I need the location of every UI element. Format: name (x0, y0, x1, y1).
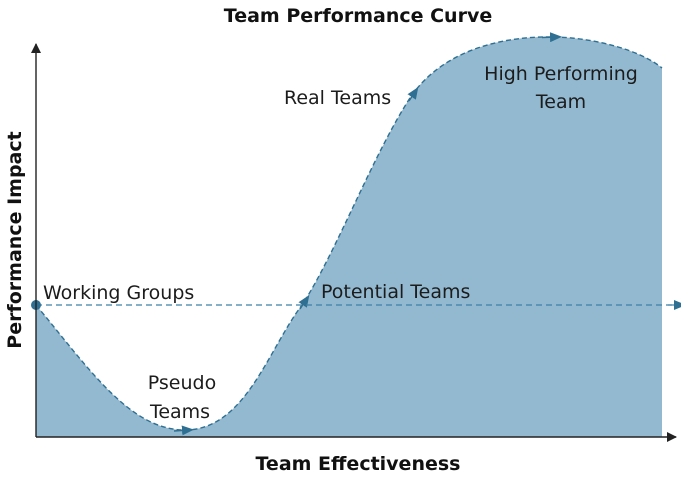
diagram-title: Team Performance Curve (224, 5, 492, 27)
stage-label-real-teams: Real Teams (284, 87, 391, 109)
stage-label-potential-teams: Potential Teams (321, 281, 470, 303)
curve-arrow-real (407, 87, 419, 102)
x-axis-label: Team Effectiveness (256, 453, 461, 475)
curve-arrow-pseudo (173, 425, 194, 436)
curve-arrow-potential (298, 295, 310, 310)
performance-area (36, 36, 662, 438)
curve-arrow-high (541, 32, 562, 43)
stage-label-high-performing: High Performing (484, 63, 638, 85)
stage-label-pseudo: Pseudo (148, 372, 216, 394)
y-axis-label: Performance Impact (4, 131, 26, 348)
stage-label-working-groups: Working Groups (43, 282, 194, 304)
stage-label-pseudo-teams: Teams (149, 401, 210, 423)
stage-label-high-performing-team: Team (535, 91, 586, 113)
